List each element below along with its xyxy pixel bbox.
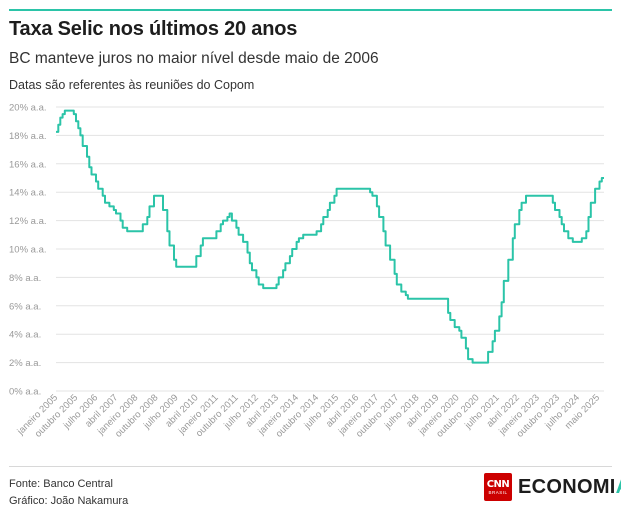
y-tick-label: 6% a.a. [9,301,41,312]
cnn-brasil-logo: CNN BRASIL [484,473,512,501]
y-tick-label: 18% a.a. [9,131,47,142]
footer-divider [9,466,612,467]
chart-note: Datas são referentes às reuniões do Copo… [9,78,255,92]
y-tick-label: 20% a.a. [9,103,47,114]
cnn-logo-text: CNN [486,478,510,490]
y-tick-label: 4% a.a. [9,330,41,341]
y-tick-label: 14% a.a. [9,188,47,199]
y-tick-label: 8% a.a. [9,273,41,284]
source-label: Fonte: Banco Central [9,478,113,490]
chart-title: Taxa Selic nos últimos 20 anos [9,18,298,40]
brasil-logo-text: BRASIL [488,489,508,495]
author-label: Gráfico: João Nakamura [9,495,129,507]
chart-subtitle: BC manteve juros no maior nível desde ma… [9,50,379,67]
y-tick-label: 0% a.a. [9,387,41,398]
y-tick-label: 2% a.a. [9,358,41,369]
cnn-economia-logo: CNN BRASIL ECONOMIA [484,473,621,501]
top-accent-rule [9,9,612,11]
y-tick-label: 16% a.a. [9,159,47,170]
selic-line-chart: 0% a.a. 2% a.a. 4% a.a. 6% a.a. 8% a.a. 10% a… [9,103,604,440]
economia-wordmark: ECONOMIA [518,476,621,499]
footer-credits: Fonte: Banco Central Gráfico: João Nakam… [9,476,128,510]
selic-rate-line [56,109,604,364]
y-tick-label: 10% a.a. [9,245,47,256]
economia-wordmark-main: ECONOMI [518,475,616,498]
economia-wordmark-accent: A [616,476,621,498]
y-tick-label: 12% a.a. [9,216,47,227]
